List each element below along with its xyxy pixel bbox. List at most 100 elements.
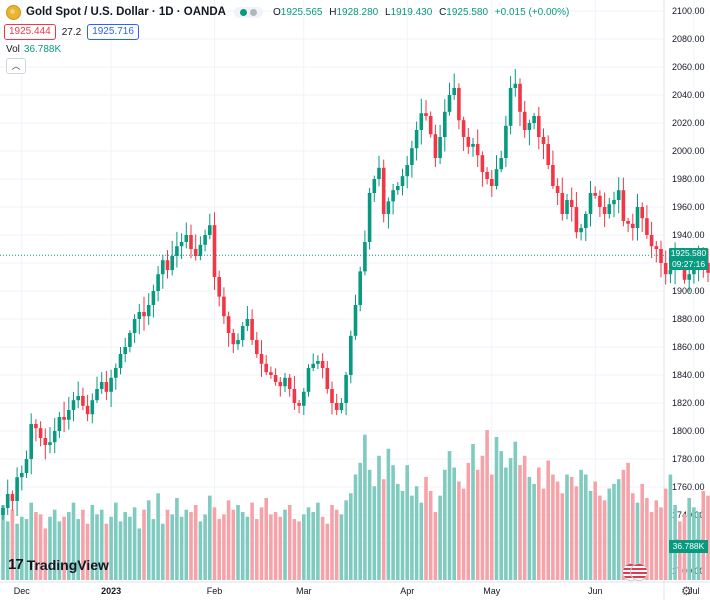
volume-bar (635, 502, 640, 580)
volume-bar (189, 512, 193, 580)
candle-body (433, 134, 438, 158)
volume-bar (203, 514, 207, 580)
y-tick-label: 2080.00 (672, 34, 705, 44)
candle-body (574, 207, 579, 233)
last-price-tag: 1925.580 09:27:16 (669, 248, 708, 271)
volume-bar (377, 455, 381, 580)
candle-body (504, 125, 508, 158)
volume-bar (410, 495, 414, 580)
candle-body (161, 260, 165, 275)
volume-bar (240, 512, 245, 580)
volume-bar (654, 500, 659, 580)
candle-body (193, 249, 198, 256)
candle-body (306, 368, 311, 392)
volume-bar (334, 509, 339, 580)
volume-bar (649, 512, 654, 580)
volume-legend: Vol 36.788K (6, 44, 61, 55)
y-tick-label: 1760.00 (672, 482, 705, 492)
candle-body (649, 235, 654, 247)
candle-body (62, 417, 66, 420)
volume-bar (598, 495, 602, 580)
collapse-legend-button[interactable]: ︿ (6, 58, 26, 74)
candle-body (316, 361, 320, 364)
candle-body (203, 235, 207, 245)
bar-countdown: 09:27:16 (671, 259, 706, 270)
candle-body (287, 377, 292, 389)
x-tick-label: May (483, 586, 501, 596)
volume-label: Vol (6, 44, 20, 55)
candle-body (541, 137, 546, 144)
volume-bar (259, 507, 264, 580)
volume-bar (123, 512, 127, 580)
last-price-value: 1925.580 (670, 248, 707, 259)
volume-bar (490, 474, 494, 580)
candle-body (588, 193, 593, 214)
gear-icon[interactable]: ⚙ (681, 584, 692, 598)
volume-bar (640, 483, 644, 580)
symbol-title[interactable]: Gold Spot / U.S. Dollar · 1D · OANDA (26, 6, 226, 18)
volume-bar (287, 505, 292, 580)
candle-body (471, 144, 475, 147)
candle-body (508, 88, 513, 126)
volume-bar (114, 502, 118, 580)
chart-header: Gold Spot / U.S. Dollar · 1D · OANDA O19… (0, 0, 573, 24)
candle-body (532, 116, 536, 123)
us-flag-event-icon[interactable] (630, 563, 648, 581)
price-change: +0.015 (+0.00%) (494, 6, 570, 18)
candle-body (363, 242, 367, 272)
market-status-toggle[interactable] (233, 6, 263, 18)
volume-bar (532, 483, 536, 580)
candle-body (654, 246, 659, 249)
volume-bar (43, 528, 48, 580)
candle-body (29, 424, 33, 459)
status-dot-icon (249, 8, 257, 16)
candle-body (499, 158, 503, 170)
y-tick-label: 1840.00 (672, 370, 705, 380)
volume-bar (161, 523, 165, 580)
y-tick-label: 1900.00 (672, 286, 705, 296)
candle-body (480, 155, 485, 172)
tradingview-logo[interactable]: 17 TradingView (8, 556, 109, 573)
volume-bar (1, 505, 5, 580)
candle-body (518, 83, 522, 112)
candle-body (170, 256, 174, 270)
candle-body (137, 312, 142, 319)
x-tick-label: Dec (14, 586, 31, 596)
market-open-dot-icon (239, 8, 247, 16)
volume-bar (137, 528, 142, 580)
volume-bar (466, 462, 471, 580)
candle-body (114, 368, 118, 378)
candle-body (381, 167, 386, 214)
candle-body (250, 319, 254, 340)
buy-price-button[interactable]: 1925.716 (87, 24, 139, 40)
candle-body (400, 176, 405, 186)
volume-bar (612, 483, 616, 580)
volume-bar (551, 474, 555, 580)
volume-bar (71, 502, 76, 580)
volume-bar (52, 509, 57, 580)
volume-bar (391, 465, 395, 580)
candle-body (95, 389, 99, 401)
volume-bar (485, 430, 489, 580)
candle-body (339, 403, 344, 410)
volume-bar (602, 500, 607, 580)
candle-body (48, 442, 52, 445)
y-tick-label: 2060.00 (672, 62, 705, 72)
volume-bar (198, 521, 203, 580)
candle-body (621, 190, 626, 221)
sell-price-button[interactable]: 1925.444 (4, 24, 56, 40)
volume-bar (405, 465, 409, 580)
volume-bar (381, 479, 386, 580)
volume-bar (104, 523, 109, 580)
candle-body (522, 111, 527, 130)
volume-bar (316, 502, 320, 580)
volume-bar (537, 467, 541, 580)
volume-bar (62, 516, 66, 580)
volume-bar (10, 509, 15, 580)
candle-body (344, 375, 348, 403)
volume-bar (175, 497, 179, 580)
candle-body (292, 389, 297, 403)
candle-body (527, 123, 532, 130)
candle-body (76, 396, 80, 401)
